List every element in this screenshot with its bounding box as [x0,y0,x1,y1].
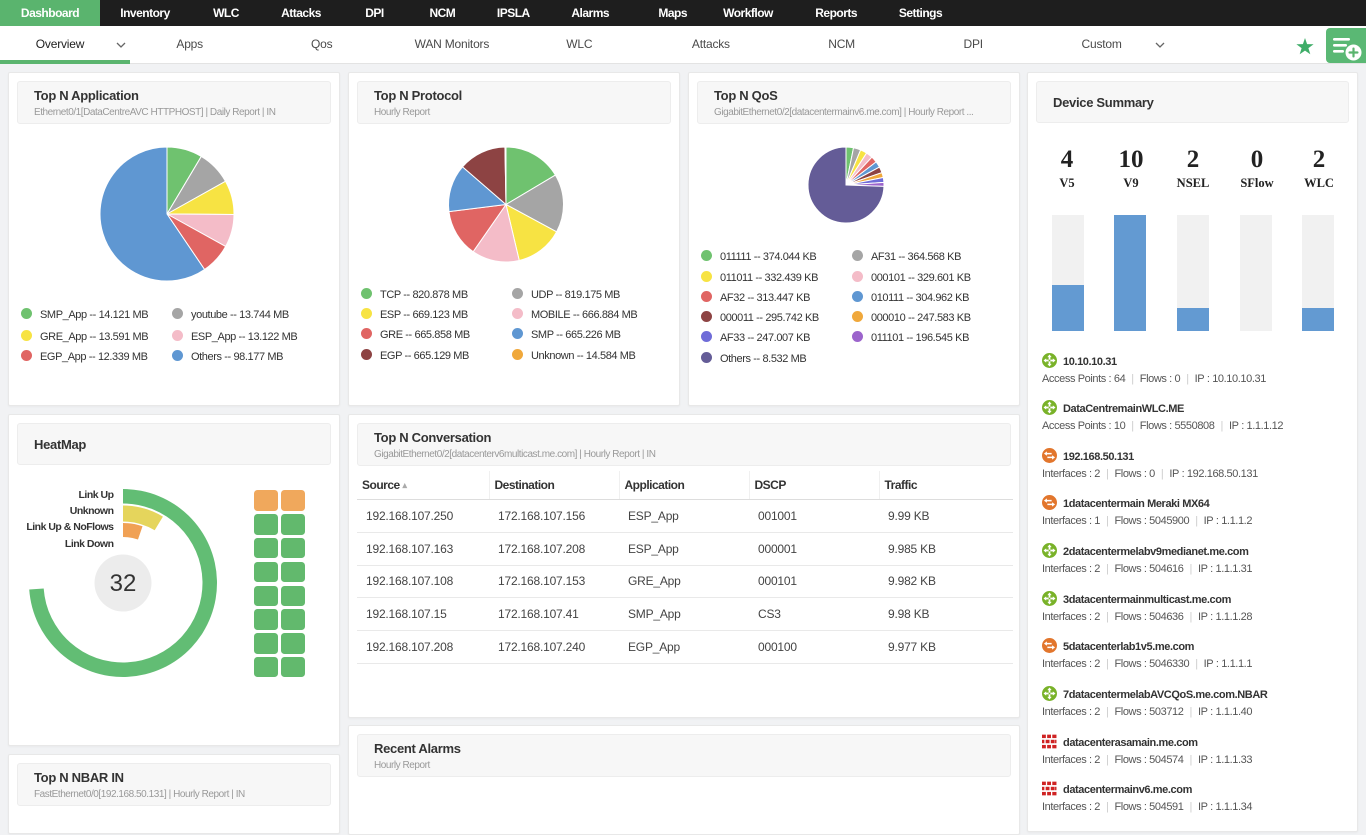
svg-text:32: 32 [110,570,137,597]
